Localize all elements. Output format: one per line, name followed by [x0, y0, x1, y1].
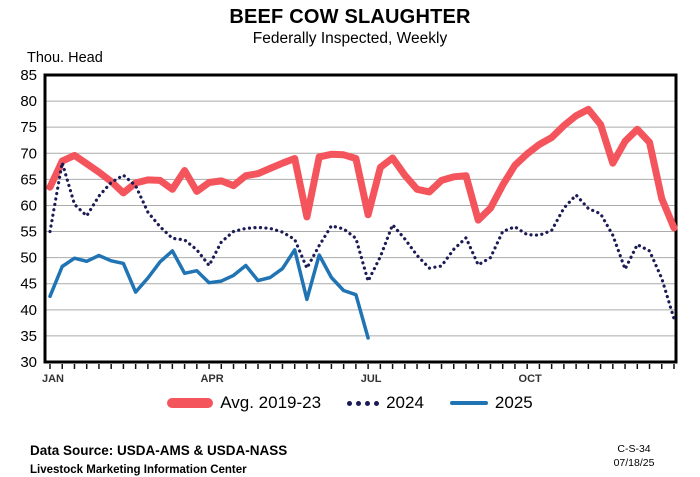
- svg-text:30: 30: [20, 354, 37, 371]
- svg-text:60: 60: [20, 197, 37, 214]
- solid-line-swatch-icon: [449, 401, 488, 405]
- svg-text:45: 45: [20, 276, 37, 293]
- svg-text:JAN: JAN: [42, 373, 64, 385]
- svg-text:65: 65: [20, 171, 37, 188]
- dotted-line-swatch-icon: [347, 400, 380, 406]
- svg-text:55: 55: [20, 224, 37, 241]
- legend-label-avg: Avg. 2019-23: [220, 393, 322, 412]
- svg-text:40: 40: [20, 302, 37, 319]
- svg-text:JUL: JUL: [361, 373, 382, 385]
- svg-text:50: 50: [20, 250, 37, 267]
- y-axis-unit-label: Thou. Head: [27, 50, 103, 66]
- page-subtitle: Federally Inspected, Weekly: [252, 30, 448, 47]
- svg-text:75: 75: [20, 119, 37, 136]
- svg-text:70: 70: [20, 145, 37, 162]
- svg-text:35: 35: [20, 328, 37, 345]
- chart-date: 07/18/25: [613, 457, 655, 469]
- svg-text:80: 80: [20, 93, 37, 110]
- legend-label-2025: 2025: [494, 393, 533, 412]
- legend-item-avg: Avg. 2019-23: [167, 393, 321, 413]
- legend-item-2025: 2025: [449, 393, 533, 413]
- data-source-text: Data Source: USDA-AMS & USDA-NASS: [30, 443, 288, 458]
- legend-item-2024: 2024: [347, 393, 424, 413]
- avg-line-swatch-icon: [167, 398, 214, 408]
- chart-legend: Avg. 2019-23 2024 2025: [0, 393, 700, 413]
- slaughter-line-chart: 30 35 40 45 50 55 60 65 70 75 80 85 JAN APR JUL OCT: [20, 67, 678, 385]
- svg-text:APR: APR: [200, 373, 223, 385]
- chart-id: C-S-34: [617, 443, 651, 455]
- chart-reference: C-S-34 07/18/25: [584, 442, 684, 470]
- page-title: BEEF COW SLAUGHTER: [229, 6, 471, 28]
- legend-label-2024: 2024: [386, 393, 424, 412]
- svg-text:OCT: OCT: [519, 373, 543, 385]
- svg-text:85: 85: [20, 67, 37, 84]
- organization-text: Livestock Marketing Information Center: [30, 464, 247, 476]
